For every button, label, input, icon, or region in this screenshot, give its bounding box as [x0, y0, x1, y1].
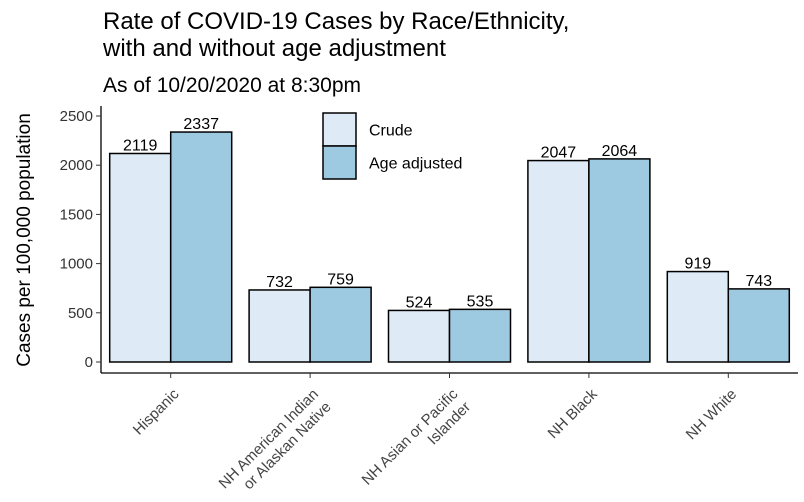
bar-age-adjusted	[588, 158, 651, 363]
legend-label: Age adjusted	[369, 156, 462, 173]
x-tick-label: NH Black	[545, 385, 602, 442]
bar-age-adjusted	[727, 288, 791, 363]
bar-crude	[666, 270, 730, 363]
bar-value-label: 2337	[183, 116, 219, 133]
bar-value-label: 2119	[123, 137, 158, 154]
bar-age-adjusted	[448, 308, 512, 363]
legend-swatch	[322, 112, 357, 147]
bar-crude	[527, 159, 590, 363]
y-tick-label: 2000	[60, 157, 93, 174]
bar-age-adjusted	[169, 131, 233, 363]
bar-value-label: 535	[467, 293, 494, 310]
y-axis-label: Cases per 100,000 population	[14, 113, 35, 367]
chart-title-line-1: Rate of COVID-19 Cases by Race/Ethnicity…	[103, 8, 569, 35]
bar-value-label: 759	[327, 271, 354, 288]
legend-label: Crude	[369, 123, 413, 140]
x-tick-label: Hispanic	[130, 385, 183, 438]
legend-swatch	[322, 145, 357, 180]
y-tick-label: 0	[85, 354, 93, 371]
x-tick-label: NH American Indianor Alaskan Native	[216, 386, 335, 502]
y-tick-label: 1000	[60, 256, 93, 273]
chart-title-line-2: with and without age adjustment	[102, 35, 446, 62]
y-tick-label: 500	[68, 305, 93, 322]
bar-value-label: 2047	[541, 145, 577, 162]
x-tick-label: NH White	[683, 386, 740, 443]
chart-subtitle: As of 10/20/2020 at 8:30pm	[103, 74, 361, 97]
bar-crude	[108, 152, 172, 363]
bar-value-label: 919	[684, 256, 711, 273]
y-tick-label: 1500	[60, 206, 93, 223]
bar-crude	[387, 309, 451, 363]
bar-value-label: 524	[406, 294, 433, 311]
x-tick-label: NH Asian or PacificIslander	[359, 385, 475, 501]
legend: Crude Age adjusted	[322, 112, 462, 180]
y-tick-label: 2500	[60, 108, 93, 125]
bar-age-adjusted	[309, 286, 372, 363]
bar-crude	[248, 289, 311, 363]
bar-value-label: 732	[266, 274, 293, 291]
bar-value-label: 2064	[602, 143, 638, 160]
bar-value-label: 743	[745, 273, 772, 290]
